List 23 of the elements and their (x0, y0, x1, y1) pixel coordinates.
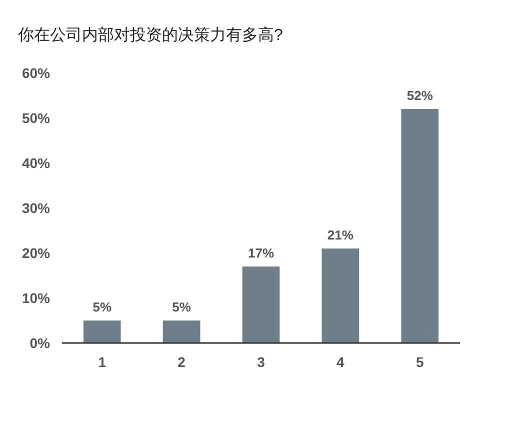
x-tick-label: 1 (98, 354, 106, 370)
bar (83, 320, 121, 343)
bar (322, 248, 360, 343)
y-tick-label: 10% (22, 290, 51, 306)
bar (162, 320, 200, 343)
y-tick-label: 20% (22, 244, 51, 261)
bar (242, 266, 280, 343)
x-tick-label: 5 (416, 354, 424, 370)
x-tick-label: 3 (257, 354, 266, 370)
data-label: 21% (327, 228, 354, 242)
data-label: 5% (172, 300, 192, 314)
data-label: 17% (248, 246, 274, 260)
y-tick-label: 60% (22, 64, 51, 81)
data-label: 52% (406, 88, 434, 103)
chart-title: 你在公司内部对投资的决策力有多高? (17, 26, 283, 44)
y-tick-label: 50% (22, 110, 51, 126)
bar (401, 109, 439, 343)
x-tick-label: 2 (178, 354, 186, 370)
data-label: 5% (92, 300, 112, 314)
y-tick-label: 30% (22, 200, 51, 216)
x-tick-label: 4 (336, 354, 345, 370)
y-tick-label: 0% (30, 334, 51, 351)
y-tick-label: 40% (22, 154, 51, 171)
